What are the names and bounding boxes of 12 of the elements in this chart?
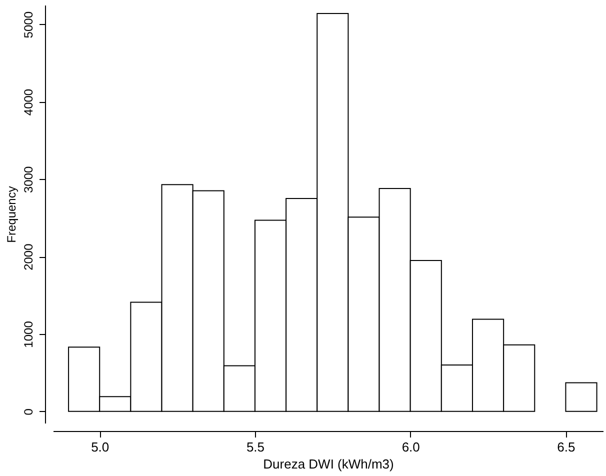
y-tick-label: 1000	[22, 320, 36, 348]
y-tick-label: 5000	[22, 11, 36, 38]
y-tick-label: 4000	[22, 88, 36, 116]
y-tick-label: 2000	[22, 243, 36, 270]
x-tick-label: 6.5	[557, 440, 576, 454]
x-tick-label: 5.0	[91, 440, 110, 454]
x-axis-title: Dureza DWI (kWh/m3)	[263, 456, 394, 472]
y-tick-label: 3000	[22, 166, 36, 194]
y-axis-title: Frequency	[4, 186, 18, 243]
y-tick-label: 0	[22, 408, 36, 416]
x-tick-label: 6.0	[402, 440, 420, 454]
x-tick-label: 5.5	[246, 440, 265, 454]
